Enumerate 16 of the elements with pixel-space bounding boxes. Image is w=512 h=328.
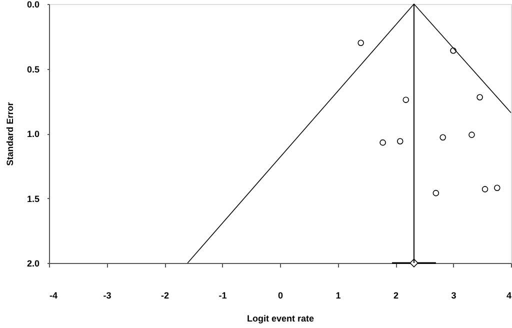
x-axis-title: Logit event rate bbox=[246, 314, 314, 324]
x-tick-label: -1 bbox=[218, 290, 227, 300]
x-tick-label: -3 bbox=[103, 290, 112, 300]
y-tick-label: 0.5 bbox=[26, 64, 40, 74]
x-tick-label: 2 bbox=[393, 290, 399, 300]
y-axis-title: Standard Error bbox=[4, 102, 15, 166]
x-tick-label: 4 bbox=[506, 290, 512, 300]
x-tick-label: 0 bbox=[278, 290, 284, 300]
y-tick-label: 2.0 bbox=[26, 258, 40, 268]
y-tick-label: 0.0 bbox=[26, 0, 40, 10]
y-tick-label: 1.5 bbox=[26, 194, 40, 204]
y-tick-label: 1.0 bbox=[26, 129, 40, 139]
x-tick-label: 1 bbox=[336, 290, 341, 300]
x-tick-label: -2 bbox=[160, 290, 170, 300]
x-tick-label: 3 bbox=[451, 290, 456, 300]
x-tick-label: -4 bbox=[50, 290, 58, 300]
